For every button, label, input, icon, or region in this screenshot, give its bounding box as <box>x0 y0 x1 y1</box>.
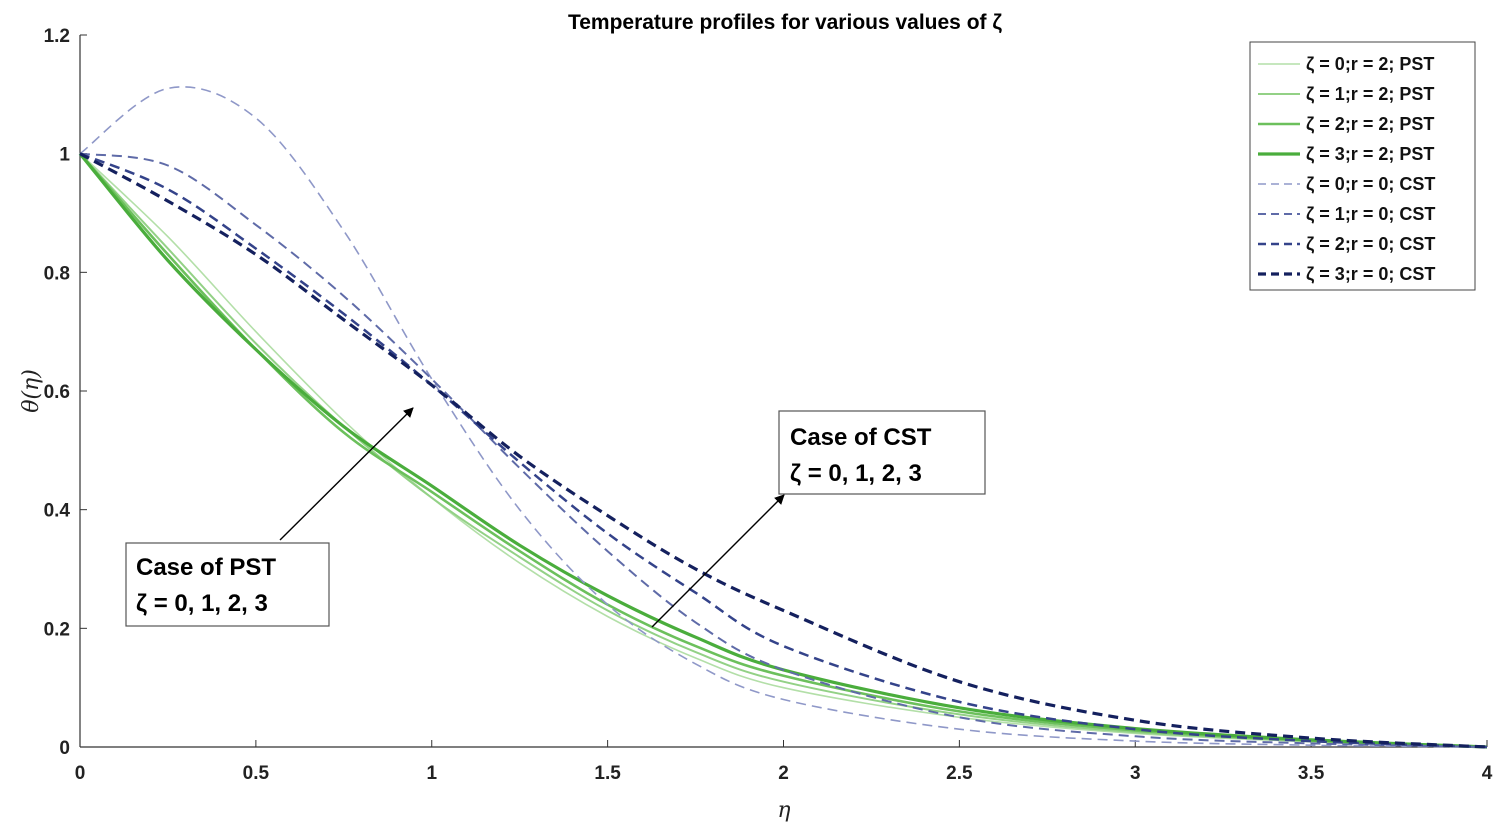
x-tick-label: 1.5 <box>594 763 621 784</box>
legend-box <box>1249 41 1476 291</box>
series-line-7 <box>79 152 1488 749</box>
annotation-pst: Case of PST ζ = 0, 1, 2, 3 <box>125 407 414 627</box>
series-line-6 <box>79 152 1488 748</box>
annotation-pst-box <box>125 542 330 627</box>
x-tick-label: 2.5 <box>946 763 973 784</box>
chart-title: Temperature profiles for various values … <box>568 11 1002 34</box>
annotation-pst-line1: Case of PST <box>136 554 276 581</box>
x-tick-label: 1 <box>426 763 437 784</box>
annotation-cst-line1: Case of CST <box>790 424 932 451</box>
y-ticks: 0 0.2 0.4 0.6 0.8 1 1.2 <box>44 26 87 759</box>
x-tick-label: 2 <box>778 763 789 784</box>
series-line-1 <box>79 153 1488 748</box>
y-axis-label: θ(η) <box>19 369 44 413</box>
x-tick-label: 0.5 <box>243 763 270 784</box>
annotation-cst-box <box>778 410 986 495</box>
legend-label: ζ = 2;r = 0; CST <box>1306 234 1435 255</box>
x-tick-label: 3 <box>1130 763 1141 784</box>
series-line-4 <box>78 152 1488 749</box>
x-ticks: 0 0.5 1 1.5 2 2.5 3 3.5 4 <box>75 740 1493 784</box>
legend-label: ζ = 0;r = 0; CST <box>1306 174 1435 195</box>
y-tick-label: 1 <box>59 145 70 166</box>
legend-label: ζ = 3;r = 0; CST <box>1306 264 1435 285</box>
series-lines <box>78 86 1488 749</box>
x-tick-label: 0 <box>75 763 86 784</box>
legend: ζ = 0;r = 2; PST ζ = 1;r = 2; PST ζ = 2;r … <box>1249 41 1476 291</box>
y-tick-label: 0.6 <box>44 382 70 403</box>
annotation-cst-arrow <box>651 494 785 628</box>
annotation-pst-line2: ζ = 0, 1, 2, 3 <box>136 590 268 617</box>
legend-label: ζ = 2;r = 2; PST <box>1306 114 1434 135</box>
x-tick-label: 3.5 <box>1298 763 1325 784</box>
legend-label: ζ = 0;r = 2; PST <box>1306 54 1434 75</box>
x-axis-label: η <box>777 798 790 823</box>
annotation-cst: Case of CST ζ = 0, 1, 2, 3 <box>651 410 986 628</box>
y-tick-label: 0.8 <box>44 263 70 284</box>
series-line-8 <box>79 152 1488 749</box>
y-tick-label: 0 <box>59 738 70 759</box>
legend-label: ζ = 1;r = 2; PST <box>1306 84 1434 105</box>
series-line-5 <box>79 86 1488 748</box>
x-tick-label: 4 <box>1482 763 1493 784</box>
annotation-pst-arrow <box>279 407 414 541</box>
annotation-cst-line2: ζ = 0, 1, 2, 3 <box>790 460 922 487</box>
y-tick-label: 1.2 <box>44 26 70 47</box>
legend-label: ζ = 1;r = 0; CST <box>1306 204 1435 225</box>
y-tick-label: 0.2 <box>44 619 70 640</box>
y-tick-label: 0.4 <box>44 501 71 522</box>
legend-label: ζ = 3;r = 2; PST <box>1306 144 1434 165</box>
